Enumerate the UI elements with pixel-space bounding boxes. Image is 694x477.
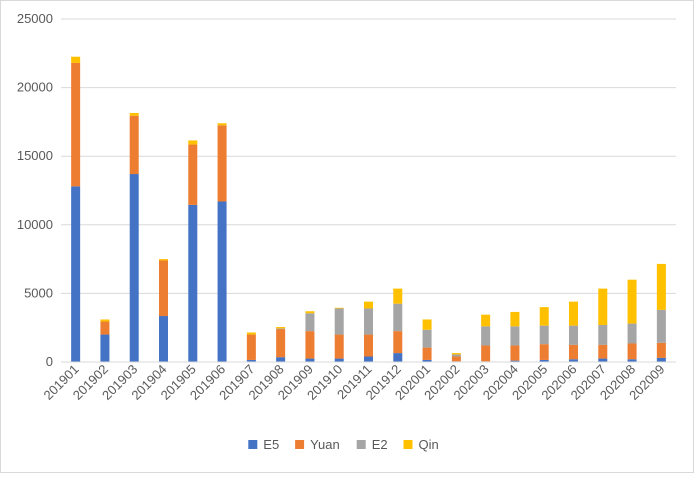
legend-swatch-e5 <box>248 440 258 449</box>
bar-segment-yuan <box>71 62 81 187</box>
bar-segment-qin <box>217 123 227 126</box>
bar-segment-yuan <box>276 329 286 358</box>
y-tick-label: 15000 <box>17 148 53 163</box>
bar-segment-yuan <box>598 344 608 359</box>
bar-segment-e2 <box>539 325 549 345</box>
legend-label-e5: E5 <box>263 437 279 452</box>
y-tick-label: 0 <box>46 354 53 369</box>
bar-segment-yuan <box>510 345 520 361</box>
bar-segment-yuan <box>364 334 373 357</box>
bar-segment-e5 <box>305 358 315 362</box>
legend-swatch-e2 <box>356 440 366 449</box>
y-axis: 0 5000 10000 15000 20000 25000 <box>17 11 53 369</box>
bar-segment-yuan <box>129 115 139 175</box>
bar-segment-qin <box>539 307 549 326</box>
legend: E5 Yuan E2 Qin <box>248 437 439 452</box>
bar-segment-yuan <box>246 334 256 360</box>
bar-segment-qin <box>100 319 110 322</box>
y-tick-label: 25000 <box>17 11 53 26</box>
bar-segment-qin <box>422 319 432 330</box>
bar-segment-e5 <box>159 316 168 362</box>
bar-segment-e2 <box>598 324 608 345</box>
bar-segment-e2 <box>305 313 315 332</box>
bar-segment-e5 <box>422 359 432 362</box>
bar-segment-qin <box>510 311 520 327</box>
bar-segment-qin <box>598 288 608 325</box>
bar-segment-qin <box>305 311 315 314</box>
bar-segment-e2 <box>451 354 461 357</box>
legend-swatch-yuan <box>295 440 305 449</box>
bar-segment-e2 <box>569 325 578 345</box>
bar-segment-e5 <box>334 358 344 362</box>
bar-segment-e2 <box>627 323 637 344</box>
legend-swatch-qin <box>403 440 413 449</box>
bar-segment-yuan <box>188 144 198 205</box>
bar-segment-e5 <box>393 353 403 362</box>
bar-segment-e5 <box>598 358 608 362</box>
bar-segment-e5 <box>100 334 110 362</box>
bar-segment-yuan <box>100 321 110 335</box>
bar-segment-e5 <box>656 357 666 362</box>
legend-label-e2: E2 <box>372 437 388 452</box>
bar-segment-yuan <box>627 343 637 360</box>
bar-segment-yuan <box>569 344 578 360</box>
bar-segment-e2 <box>656 309 666 343</box>
bar-segment-e5 <box>510 360 520 362</box>
bar-segment-yuan <box>334 334 344 359</box>
bar-segment-yuan <box>217 125 227 202</box>
bar-segment-yuan <box>481 345 491 362</box>
bar-segment-qin <box>129 112 139 116</box>
bar-segment-e5 <box>364 356 373 362</box>
bar-segment-e5 <box>188 204 198 362</box>
bar-segment-yuan <box>393 331 403 354</box>
bar-segment-qin <box>334 307 344 309</box>
x-axis: 2019012019022019032019042019052019062019… <box>40 361 676 403</box>
bar-segment-e2 <box>364 308 373 335</box>
bar-segment-e5 <box>276 357 286 362</box>
legend-label-yuan: Yuan <box>310 437 340 452</box>
bar-segment-e2 <box>481 326 491 346</box>
bar-segment-e2 <box>276 328 286 330</box>
bar-segment-e5 <box>627 359 637 362</box>
bar-segment-yuan <box>539 344 549 360</box>
bars <box>71 56 666 362</box>
bar-segment-e5 <box>539 359 549 362</box>
bar-segment-e5 <box>569 359 578 362</box>
bar-segment-e5 <box>129 174 139 362</box>
bar-segment-qin <box>481 314 491 327</box>
bar-segment-qin <box>627 279 637 324</box>
bar-segment-qin <box>393 288 403 304</box>
bar-segment-e2 <box>393 303 403 332</box>
bar-segment-qin <box>159 259 168 261</box>
y-tick-label: 20000 <box>17 80 53 95</box>
bar-segment-e5 <box>246 359 256 362</box>
bar-segment-e5 <box>217 201 227 362</box>
bar-segment-qin <box>364 301 373 309</box>
bar-segment-qin <box>188 140 198 145</box>
bar-segment-yuan <box>159 260 168 317</box>
bar-segment-yuan <box>422 347 432 360</box>
bar-segment-e5 <box>71 186 81 362</box>
bar-segment-yuan <box>451 356 461 362</box>
legend-label-qin: Qin <box>419 437 439 452</box>
grid-lines <box>61 18 676 294</box>
bar-segment-yuan <box>305 331 315 359</box>
y-tick-label: 5000 <box>24 285 53 300</box>
bar-segment-e2 <box>510 326 520 346</box>
y-tick-label: 10000 <box>17 217 53 232</box>
bar-segment-qin <box>276 327 286 329</box>
bar-segment-qin <box>569 301 578 326</box>
bar-segment-qin <box>71 56 81 63</box>
bar-segment-qin <box>451 353 461 355</box>
bar-segment-e2 <box>334 308 344 335</box>
bar-segment-yuan <box>656 342 666 358</box>
bar-segment-qin <box>656 263 666 310</box>
bar-segment-qin <box>246 332 256 335</box>
bar-segment-e2 <box>422 329 432 348</box>
